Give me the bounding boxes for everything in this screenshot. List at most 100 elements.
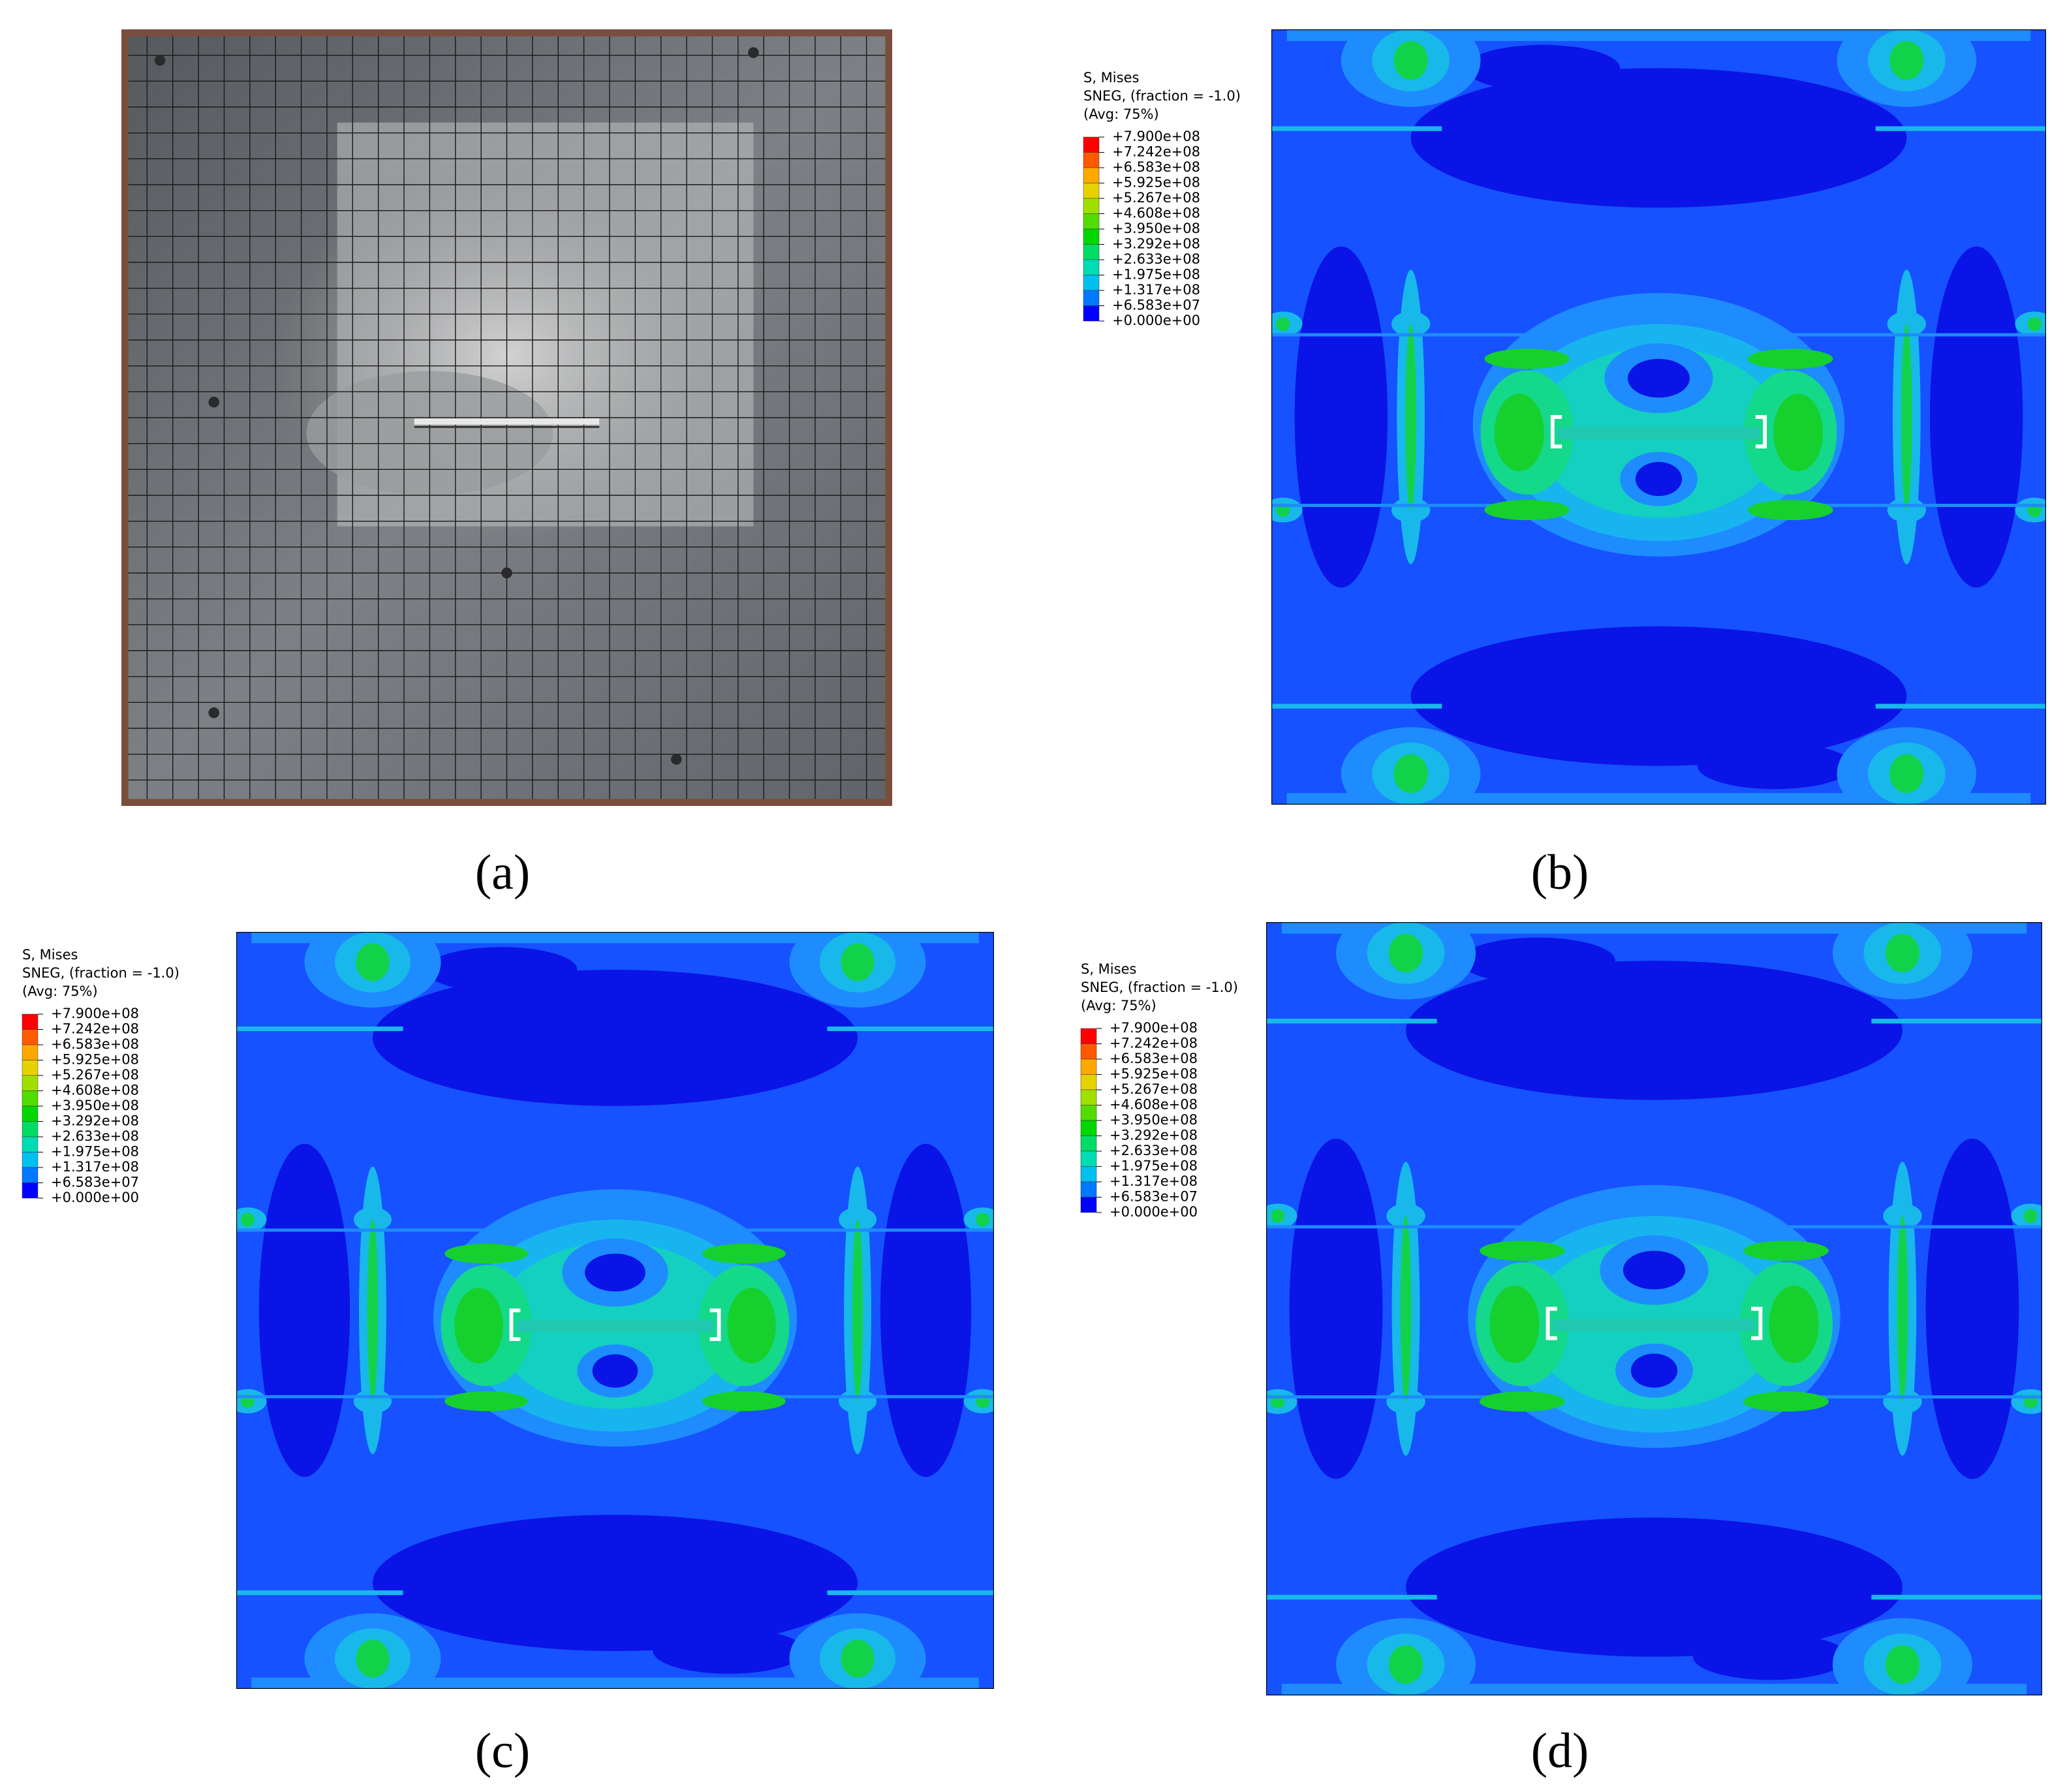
edge-band [1286, 793, 2031, 805]
corner-peak [1393, 40, 1428, 80]
node-peak [2027, 317, 2042, 332]
low-zone [426, 947, 578, 993]
corner-peak [841, 943, 875, 981]
legend-level: +5.925e+08 [1110, 1066, 1198, 1082]
legend-level: +6.583e+08 [51, 1036, 139, 1052]
legend-title: SNEG, (fraction = -1.0) [1081, 980, 1238, 995]
low-zone [1294, 246, 1388, 588]
legend-level: +2.633e+08 [51, 1128, 139, 1144]
corner-peak [1889, 754, 1924, 794]
legend-level: +6.583e+07 [1112, 298, 1200, 313]
legend-level: +0.000e+00 [1112, 313, 1200, 328]
legend-title: S, Mises [22, 947, 78, 963]
spindle-core [1405, 324, 1416, 510]
low-zone [1929, 246, 2023, 588]
legend-level: +5.267e+08 [1110, 1081, 1198, 1097]
rusty-border [121, 29, 892, 806]
legend-swatch [22, 1075, 39, 1091]
low-zone [653, 1628, 805, 1674]
legend-title: (Avg: 75%) [1081, 998, 1157, 1013]
legend-swatch [1080, 1120, 1097, 1136]
legend-title: S, Mises [1081, 961, 1136, 977]
legend-swatch [1080, 1043, 1097, 1060]
legend-level: +1.975e+08 [51, 1144, 139, 1160]
legend: S, Mises SNEG, (fraction = -1.0) (Avg: 75%… [1083, 70, 1241, 328]
hot-zone [1489, 1285, 1540, 1363]
legend-level: +5.267e+08 [1112, 190, 1200, 206]
corner-peak [356, 1639, 390, 1678]
legend-level: +7.900e+08 [1110, 1020, 1198, 1036]
legend-level: +2.633e+08 [1110, 1143, 1198, 1158]
bolt-hole [154, 55, 166, 66]
legend-level: +7.242e+08 [1110, 1036, 1198, 1051]
specimen-photo [121, 29, 892, 806]
spindle-core [1901, 324, 1912, 510]
legend-level: +6.583e+08 [1110, 1051, 1198, 1066]
edge-line [827, 1590, 994, 1596]
legend-swatch [1083, 305, 1100, 322]
legend-level: +3.292e+08 [1112, 236, 1200, 252]
edge-line [1875, 126, 2046, 131]
low-pocket [1622, 1250, 1686, 1290]
legend-level: +1.975e+08 [1110, 1158, 1198, 1174]
legend-title: (Avg: 75%) [1083, 106, 1159, 122]
legend-swatch [1083, 183, 1100, 199]
low-zone [1460, 937, 1616, 984]
legend-swatch [22, 1121, 39, 1137]
legend-swatch [1083, 198, 1100, 214]
panel-label: (a) [475, 845, 530, 900]
hot-zone [1773, 394, 1824, 472]
legend-swatch [22, 1105, 39, 1122]
hot-bar [702, 1243, 786, 1264]
legend-level: +5.925e+08 [1112, 175, 1200, 191]
legend-level: +3.950e+08 [1110, 1112, 1198, 1128]
legend-swatch [1080, 1181, 1097, 1197]
crack-end [509, 1308, 521, 1341]
legend-swatch [1080, 1105, 1097, 1121]
bolt-hole [748, 47, 759, 59]
legend-swatch [1083, 228, 1100, 245]
edge-line [1871, 1019, 2042, 1024]
hot-bar [1743, 1241, 1829, 1261]
edge-line [1871, 1594, 2042, 1600]
legend-swatch [1080, 1151, 1097, 1167]
hot-bar [1748, 500, 1833, 521]
legend-level: +1.317e+08 [1110, 1173, 1198, 1189]
legend-swatch [22, 1090, 39, 1107]
low-zone [372, 1515, 858, 1651]
crack-end [1545, 1306, 1557, 1340]
low-zone [1697, 742, 1853, 790]
hot-bar [444, 1391, 528, 1412]
corner-peak [1393, 754, 1428, 794]
hot-zone [454, 1288, 503, 1364]
low-pocket [1635, 461, 1683, 497]
legend-swatch [1083, 152, 1100, 168]
legend-swatch [1083, 244, 1100, 260]
low-zone [1289, 1138, 1383, 1479]
hot-bar [1479, 1241, 1565, 1261]
hot-bar [1743, 1391, 1829, 1412]
low-zone [1692, 1633, 1848, 1680]
corner-peak [1388, 933, 1423, 973]
low-zone [1410, 68, 1907, 208]
legend-swatch [1080, 1089, 1097, 1105]
legend-swatch [22, 1013, 39, 1030]
legend-title: S, Mises [1083, 70, 1139, 85]
legend-level: +1.317e+08 [51, 1159, 139, 1175]
legend-swatch [22, 1182, 39, 1199]
bolt-hole [208, 396, 219, 408]
low-pocket [592, 1354, 638, 1388]
corner-peak [356, 943, 390, 981]
hot-bar [1479, 1391, 1565, 1412]
legend-swatch [1083, 167, 1100, 183]
legend-level: +1.975e+08 [1112, 267, 1200, 283]
low-zone [1406, 961, 1902, 1100]
legend-title: SNEG, (fraction = -1.0) [1083, 88, 1241, 104]
crack [1553, 1318, 1756, 1331]
stress-contour [1271, 29, 2046, 805]
hot-bar [1484, 500, 1570, 521]
legend-swatch [1080, 1074, 1097, 1090]
hot-bar [702, 1391, 786, 1412]
